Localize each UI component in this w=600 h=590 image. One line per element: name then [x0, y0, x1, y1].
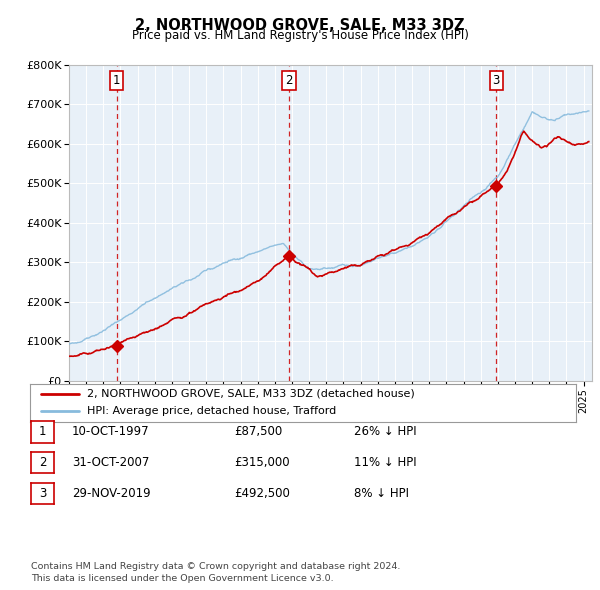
Text: £315,000: £315,000	[234, 456, 290, 469]
Text: 2, NORTHWOOD GROVE, SALE, M33 3DZ (detached house): 2, NORTHWOOD GROVE, SALE, M33 3DZ (detac…	[88, 389, 415, 399]
Text: 1: 1	[39, 425, 46, 438]
Text: £87,500: £87,500	[234, 425, 282, 438]
Text: HPI: Average price, detached house, Trafford: HPI: Average price, detached house, Traf…	[88, 407, 337, 417]
Text: 2, NORTHWOOD GROVE, SALE, M33 3DZ: 2, NORTHWOOD GROVE, SALE, M33 3DZ	[135, 18, 465, 32]
Text: £492,500: £492,500	[234, 487, 290, 500]
Text: Price paid vs. HM Land Registry's House Price Index (HPI): Price paid vs. HM Land Registry's House …	[131, 29, 469, 42]
Text: Contains HM Land Registry data © Crown copyright and database right 2024.
This d: Contains HM Land Registry data © Crown c…	[31, 562, 401, 583]
Text: 3: 3	[493, 74, 500, 87]
Text: 26% ↓ HPI: 26% ↓ HPI	[354, 425, 416, 438]
Text: 29-NOV-2019: 29-NOV-2019	[72, 487, 151, 500]
Text: 8% ↓ HPI: 8% ↓ HPI	[354, 487, 409, 500]
Text: 2: 2	[39, 456, 46, 469]
Text: 2: 2	[286, 74, 293, 87]
Text: 3: 3	[39, 487, 46, 500]
Text: 1: 1	[113, 74, 121, 87]
Text: 31-OCT-2007: 31-OCT-2007	[72, 456, 149, 469]
Text: 11% ↓ HPI: 11% ↓ HPI	[354, 456, 416, 469]
Text: 10-OCT-1997: 10-OCT-1997	[72, 425, 149, 438]
